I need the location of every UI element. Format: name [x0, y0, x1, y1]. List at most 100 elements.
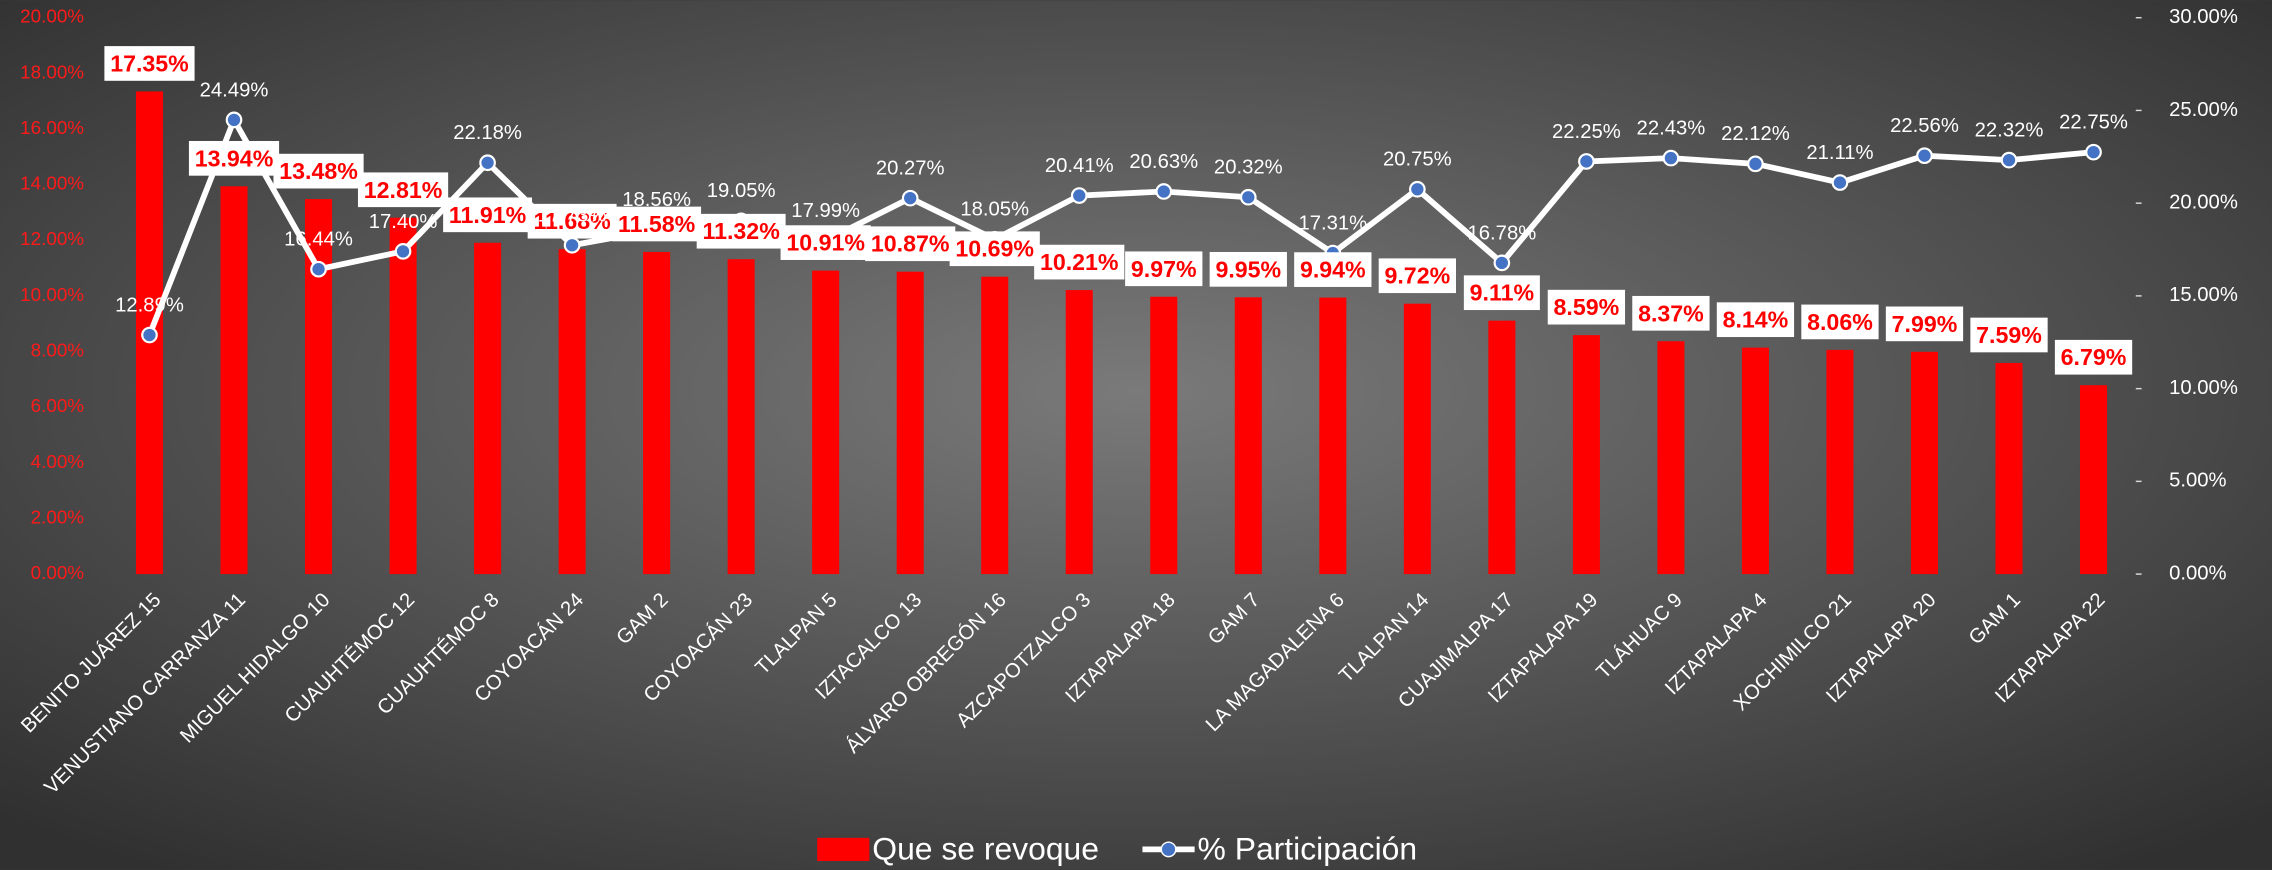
y-tick-label: 14.00% — [20, 173, 84, 194]
bar — [727, 259, 755, 575]
y2-tick-label: 20.00% — [2169, 192, 2238, 214]
line-value-label: 17.31% — [1298, 212, 1367, 234]
data-label-box — [1885, 306, 1964, 342]
y2-tick-label: 5.00% — [2169, 470, 2226, 492]
data-label-box — [865, 226, 956, 262]
line-point — [225, 111, 243, 129]
data-label: 12.81% — [364, 177, 443, 203]
y-tick-label: 0.00% — [31, 562, 85, 583]
y2-tick-label: 10.00% — [2169, 377, 2238, 399]
line-value-label: 22.25% — [1552, 121, 1621, 143]
bar — [220, 186, 248, 575]
data-label-box — [188, 140, 280, 176]
data-label-group: 10.87% — [865, 226, 956, 262]
line-value-label: 20.32% — [1214, 157, 1283, 179]
data-label-group: 13.48% — [273, 153, 364, 189]
line-value-label: 24.49% — [200, 79, 269, 101]
bar — [1319, 297, 1347, 575]
bar — [558, 249, 586, 575]
data-label: 9.94% — [1300, 257, 1366, 283]
data-label-box — [104, 46, 195, 81]
data-label: 9.11% — [1470, 280, 1534, 306]
data-label: 9.97% — [1131, 256, 1197, 282]
data-label: 7.99% — [1892, 311, 1958, 337]
data-label-group: 17.35% — [104, 46, 195, 81]
line-value-label: 22.32% — [1975, 120, 2044, 142]
y-tick-label: 20.00% — [20, 6, 84, 27]
data-label-group: 9.72% — [1378, 258, 1456, 294]
line-value-label: 17.99% — [791, 200, 860, 222]
line-point — [1409, 180, 1426, 198]
line-value-label: 22.43% — [1637, 117, 1706, 139]
legend-label: % Participación — [1198, 830, 1418, 866]
data-label-box — [780, 225, 871, 260]
y-tick-label: 2.00% — [31, 506, 85, 527]
data-label-group: 7.59% — [1970, 317, 2048, 353]
data-label-group: 13.94% — [188, 140, 280, 176]
line-point — [901, 189, 919, 207]
data-label-group: 10.21% — [1034, 244, 1125, 280]
data-label-box — [1125, 251, 1203, 287]
data-label-box — [1970, 317, 2048, 353]
data-label: 9.72% — [1384, 263, 1450, 289]
data-label-group: 11.91% — [443, 197, 533, 233]
data-label: 8.37% — [1638, 300, 1704, 326]
line-value-label: 20.41% — [1045, 155, 1114, 177]
line-point — [1070, 187, 1088, 204]
line-value-label: 22.75% — [2059, 112, 2128, 134]
data-label: 6.79% — [2061, 344, 2127, 370]
data-label-box — [696, 213, 786, 249]
bar — [1910, 351, 1939, 575]
line-value-label: 22.56% — [1890, 115, 1959, 137]
data-label: 13.48% — [279, 158, 358, 184]
data-label: 11.32% — [702, 218, 779, 244]
line-point — [1662, 149, 1680, 167]
line-value-label: 22.18% — [453, 122, 522, 144]
data-label: 11.91% — [449, 202, 526, 228]
data-label-box — [527, 203, 617, 239]
y-tick-label: 4.00% — [31, 451, 85, 472]
data-label: 11.68% — [533, 208, 610, 234]
line-point — [479, 154, 496, 172]
data-label: 10.21% — [1040, 249, 1119, 275]
line-value-label: 22.12% — [1721, 123, 1790, 145]
line-value-label: 20.75% — [1383, 149, 1452, 171]
data-label-box — [1801, 304, 1879, 340]
data-label-group: 10.69% — [949, 231, 1040, 267]
bar — [812, 270, 840, 575]
data-label-box — [1463, 275, 1540, 311]
data-label: 10.91% — [786, 230, 865, 256]
data-label-group: 8.59% — [1547, 289, 1626, 325]
data-label: 8.59% — [1554, 294, 1620, 320]
bar — [1234, 297, 1262, 575]
line-point — [1747, 155, 1764, 173]
data-label: 10.69% — [955, 236, 1034, 262]
line-value-label: 16.78% — [1468, 222, 1537, 244]
line-point — [1239, 188, 1257, 206]
bar — [1741, 347, 1769, 575]
data-label: 8.14% — [1723, 307, 1789, 333]
data-label: 17.35% — [110, 50, 189, 76]
data-label-group: 9.95% — [1209, 251, 1287, 287]
legend-label: Que se revoque — [872, 830, 1099, 866]
data-label-box — [1034, 244, 1125, 280]
legend-marker — [1160, 841, 1177, 858]
bar — [1488, 320, 1516, 575]
line-value-label: 16.44% — [284, 229, 353, 251]
data-label-group: 11.58% — [612, 206, 702, 242]
line-point — [1831, 174, 1849, 191]
data-label-box — [612, 206, 702, 242]
y-tick-label: 18.00% — [20, 61, 84, 82]
data-label-box — [1547, 289, 1626, 325]
data-label-group: 11.32% — [696, 213, 786, 249]
bar — [1995, 362, 2023, 575]
y2-tick-label: 0.00% — [2169, 562, 2226, 584]
data-label-box — [1632, 295, 1710, 331]
line-point — [1916, 147, 1933, 165]
data-label-group: 9.11% — [1463, 275, 1540, 311]
line-point — [1493, 254, 1511, 272]
data-label-group: 9.94% — [1294, 252, 1372, 287]
line-value-label: 20.27% — [876, 158, 945, 180]
line-point — [563, 236, 581, 254]
